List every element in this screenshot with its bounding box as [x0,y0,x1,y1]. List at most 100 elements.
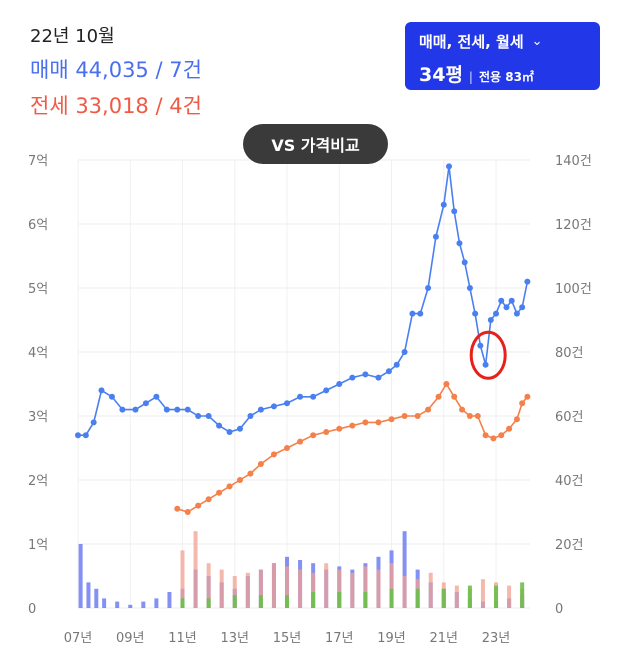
price-point [375,419,382,426]
price-point [474,413,481,419]
x-tick-label: 09년 [116,631,145,646]
price-point [443,381,450,387]
price-point [435,393,442,400]
volume-bar [271,563,276,608]
price-point [75,432,81,439]
price-point [466,285,473,291]
size-pyeong: 34평 [419,64,463,86]
x-tick-label: 11년 [168,631,197,646]
price-point [417,310,424,317]
volume-bar [285,595,290,608]
volume-bar [180,598,185,608]
price-point [257,461,264,467]
summary-header: 22년 10월 매매 44,035 / 7건 전세 33,018 / 4건 [30,22,202,120]
price-point [456,240,463,247]
y-left-tick-label: 0 [28,602,36,617]
volume-bar [232,576,237,608]
highlight-circle [469,330,507,380]
price-point [153,393,160,400]
price-point [195,413,202,419]
price-point [375,374,382,381]
price-point [323,429,330,435]
price-point [247,470,254,477]
x-tick-label: 07년 [64,631,93,646]
price-point [205,413,212,419]
price-point [270,451,277,458]
y-left-tick-label: 4억 [28,346,48,361]
volume-bar [324,563,329,608]
volume-bar [507,585,512,608]
price-point [498,297,505,304]
volume-bar [78,544,83,608]
volume-bar [389,588,394,608]
price-point [82,432,89,439]
price-point [310,432,317,439]
price-point [142,400,149,407]
volume-bar [389,563,394,608]
price-point [205,496,212,503]
price-point [472,310,479,317]
price-point [508,297,515,304]
price-point [216,489,223,496]
price-point [493,310,500,317]
volume-bar [363,592,368,608]
price-point [513,416,520,423]
price-point [349,374,356,381]
price-point [98,387,105,394]
size-area: 전용 83㎡ [478,70,534,84]
volume-bar [258,569,263,608]
price-point [349,422,356,429]
trade-type-size-filter[interactable]: 매매, 전세, 월세 ⌄ 34평 | 전용 83㎡ [405,22,600,90]
volume-bar [86,582,91,608]
price-point [297,393,304,400]
price-point [336,381,343,387]
volume-bar [520,582,525,608]
price-point [451,393,458,400]
price-point [174,406,181,413]
price-point [459,406,466,413]
volume-bar [245,572,250,608]
volume-bar [402,576,407,608]
price-point [446,163,453,170]
price-point [297,438,304,445]
volume-bar [428,572,433,608]
jeonse-summary: 전세 33,018 / 4건 [30,94,202,118]
price-point [119,406,126,413]
price-point [482,361,489,368]
price-point [440,201,447,208]
volume-bar [206,563,211,608]
y-left-tick-label: 2억 [28,474,48,489]
y-right-tick-label: 140건 [555,154,592,169]
volume-bar [102,598,107,608]
price-point [336,425,343,432]
vs-compare-button[interactable]: VS 가격비교 [243,124,388,164]
volume-bar [219,569,224,608]
volume-bar [232,595,237,608]
volume-bar [167,592,172,608]
y-left-tick-label: 7억 [28,154,48,169]
price-line [177,382,529,513]
price-point [451,208,458,215]
volume-bar [206,598,211,608]
price-point [108,393,115,400]
size-divider: | [468,70,473,84]
volume-bar [94,588,99,608]
price-point [498,432,505,439]
volume-bar [454,585,459,608]
price-point [414,413,421,419]
price-point [482,432,489,439]
price-point [432,233,439,240]
price-point [323,387,330,394]
price-point [284,400,291,407]
price-point [466,413,473,419]
y-left-tick-label: 5억 [28,282,48,297]
volume-bar [141,601,146,608]
volume-bar [480,579,485,608]
price-point [362,419,369,426]
y-right-tick-label: 60건 [555,410,584,425]
price-point [362,371,369,378]
price-point [524,278,531,285]
chevron-down-icon: ⌄ [531,34,543,49]
y-right-tick-label: 40건 [555,474,584,489]
